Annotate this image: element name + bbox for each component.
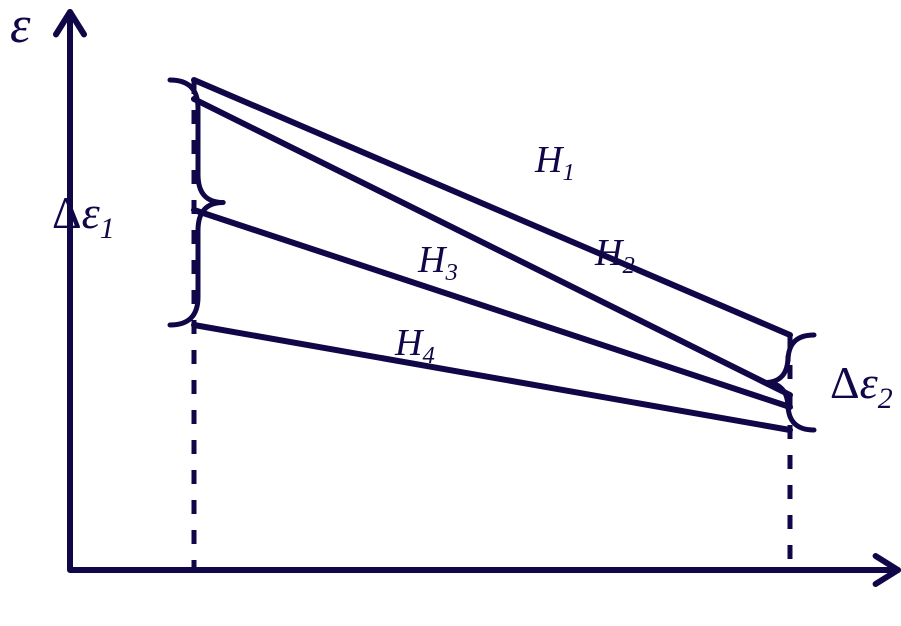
label-h1: H1: [534, 139, 575, 186]
label-h3: H3: [417, 239, 458, 286]
guide-dashes: [194, 80, 790, 570]
line-h1: [194, 80, 790, 335]
delta-e2-label: Δε2: [830, 357, 893, 415]
energy-diagram: H1 H2 H3 H4 ε Δε1 Δε2: [0, 0, 901, 626]
axes: [56, 12, 898, 584]
label-h2: H2: [594, 232, 635, 279]
brace-right: [765, 335, 814, 430]
line-h2: [194, 99, 790, 395]
delta-e1-label: Δε1: [52, 187, 115, 245]
h-lines: [194, 80, 790, 430]
y-axis-label: ε: [10, 0, 31, 54]
labels: H1 H2 H3 H4 ε Δε1 Δε2: [10, 0, 893, 415]
brace-left: [170, 80, 223, 325]
label-h4: H4: [394, 322, 435, 369]
